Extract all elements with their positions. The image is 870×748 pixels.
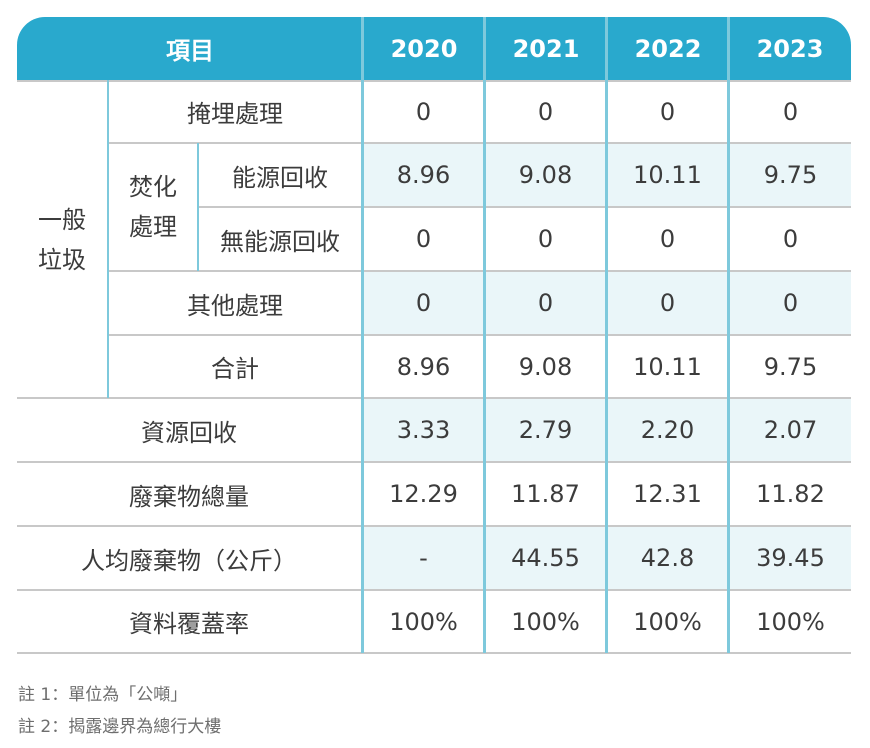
table-cell: 8.96 <box>396 161 451 189</box>
table-cell: 10.11 <box>633 352 702 381</box>
header-year-2020: 2020 <box>363 17 485 80</box>
table-cell: 42.8 <box>640 544 695 572</box>
footnote-2: 註 2：揭露邊界為總行大樓 <box>18 717 222 737</box>
table-cell: 44.55 <box>511 544 580 572</box>
row-label-no-energy-recovery: 無能源回收 <box>220 227 340 256</box>
table-cell: 8.96 <box>396 352 451 381</box>
general-waste-line1: 一般 <box>38 205 86 234</box>
row-label-subtotal: 合計 <box>211 355 259 383</box>
incineration-label: 焚化 處理 <box>109 144 197 270</box>
footnote-1: 註 1：單位為「公噸」 <box>18 685 188 705</box>
table-cell: 12.31 <box>633 480 702 508</box>
row-label-per-capita: 人均廢棄物（公斤） <box>81 546 297 575</box>
table-cell: 10.11 <box>633 161 702 189</box>
table-cell: 2.20 <box>640 416 695 444</box>
table-cell: 0 <box>659 225 676 253</box>
table-cell: 2.07 <box>763 416 818 444</box>
row-label-recycling: 資源回收 <box>141 418 237 447</box>
table-cell: 100% <box>511 607 580 636</box>
general-waste-label: 一般 垃圾 <box>17 81 107 398</box>
table-cell: 0 <box>659 97 676 126</box>
table-cell: 100% <box>633 607 702 636</box>
table-cell: 11.87 <box>511 480 580 508</box>
row-label-total-waste: 廢棄物總量 <box>129 482 249 511</box>
table-cell: 0 <box>415 225 432 253</box>
table-cell: 9.08 <box>518 161 573 189</box>
incineration-line1: 焚化 <box>129 173 177 201</box>
header-item: 項目 <box>17 17 363 80</box>
table-cell: 0 <box>415 289 432 317</box>
table-cell: 39.45 <box>756 544 825 572</box>
row-label-data-coverage: 資料覆蓋率 <box>129 610 249 638</box>
table-cell: 2.79 <box>518 416 573 444</box>
table-cell: 0 <box>659 289 676 317</box>
table-cell: 0 <box>782 289 799 317</box>
table-cell: 9.08 <box>518 352 573 381</box>
general-waste-line2: 垃圾 <box>38 245 86 274</box>
table-cell: 0 <box>782 225 799 253</box>
table-cell: 9.75 <box>763 352 818 381</box>
row-label-energy-recovery: 能源回收 <box>232 163 328 192</box>
table-cell: 0 <box>415 97 432 126</box>
table-cell: 9.75 <box>763 161 818 189</box>
table-cell: 0 <box>537 225 554 253</box>
table-cell: 3.33 <box>396 416 451 444</box>
table-cell: 12.29 <box>389 480 458 508</box>
table-cell: 100% <box>756 607 825 636</box>
table-cell: 0 <box>537 289 554 317</box>
table-cell: 0 <box>782 97 799 126</box>
incineration-line2: 處理 <box>129 213 177 241</box>
table-cell: - <box>419 544 428 572</box>
header-year-2023: 2023 <box>729 17 851 80</box>
row-label-landfill: 掩埋處理 <box>187 100 283 128</box>
table-cell: 100% <box>389 607 458 636</box>
table-cell: 11.82 <box>756 480 825 508</box>
header-year-2022: 2022 <box>607 17 729 80</box>
header-year-2021: 2021 <box>485 17 607 80</box>
row-label-other-treatment: 其他處理 <box>187 291 283 320</box>
table-cell: 0 <box>537 97 554 126</box>
